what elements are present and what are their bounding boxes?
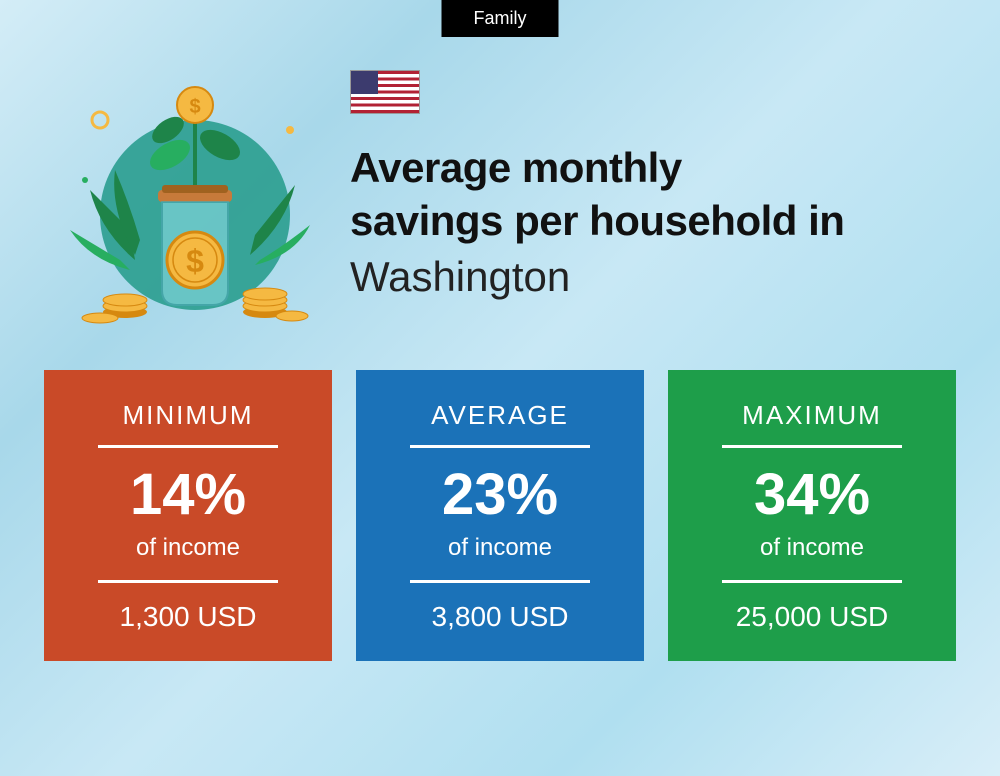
title-block: Average monthly savings per household in… <box>350 60 960 301</box>
card-label: MINIMUM <box>98 400 278 448</box>
card-label: AVERAGE <box>410 400 590 448</box>
card-percentage: 14% <box>68 466 308 524</box>
card-amount: 25,000 USD <box>692 601 932 633</box>
card-percentage: 23% <box>380 466 620 524</box>
location-name: Washington <box>350 253 960 301</box>
svg-text:$: $ <box>189 96 200 118</box>
category-tag: Family <box>442 0 559 37</box>
card-sublabel: of income <box>410 534 590 583</box>
usa-flag-icon <box>350 70 420 114</box>
title-line-1: Average monthly <box>350 142 960 195</box>
card-percentage: 34% <box>692 466 932 524</box>
header-section: $ $ Average monthly savings per househol… <box>0 0 1000 340</box>
stat-cards-row: MINIMUM 14% of income 1,300 USD AVERAGE … <box>0 340 1000 661</box>
title-line-2: savings per household in <box>350 195 960 248</box>
stat-card-average: AVERAGE 23% of income 3,800 USD <box>356 370 644 661</box>
card-sublabel: of income <box>722 534 902 583</box>
card-amount: 3,800 USD <box>380 601 620 633</box>
card-sublabel: of income <box>98 534 278 583</box>
stat-card-maximum: MAXIMUM 34% of income 25,000 USD <box>668 370 956 661</box>
stat-card-minimum: MINIMUM 14% of income 1,300 USD <box>44 370 332 661</box>
savings-illustration: $ $ <box>40 60 320 340</box>
svg-text:$: $ <box>186 243 204 279</box>
card-label: MAXIMUM <box>722 400 902 448</box>
card-amount: 1,300 USD <box>68 601 308 633</box>
